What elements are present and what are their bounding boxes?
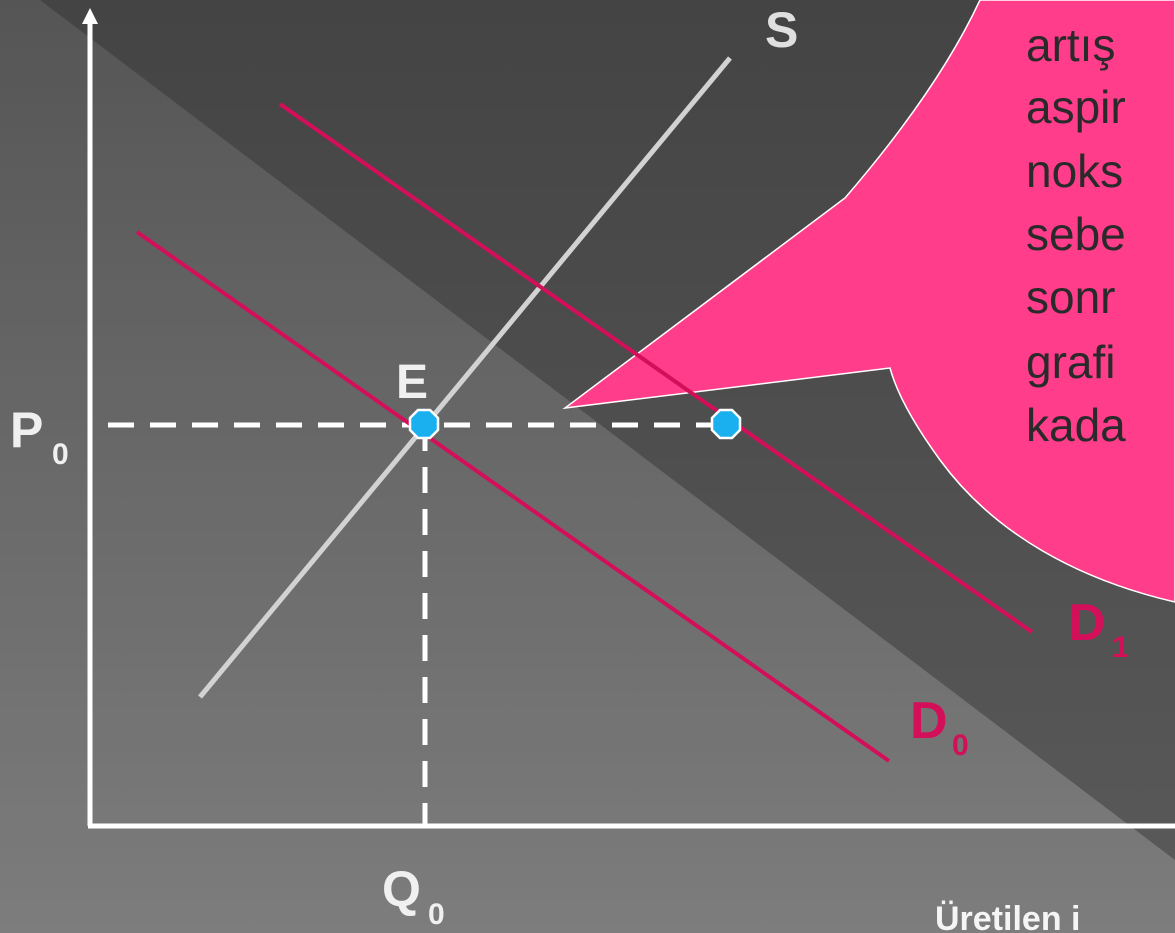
demand-curve-d1 (278, 102, 1034, 634)
callout-bubble (562, 0, 1175, 603)
quantity-label-subscript: 0 (428, 898, 445, 931)
demand-curve-d0 (135, 230, 891, 763)
demand-d0-label-subscript: 0 (952, 729, 969, 762)
price-label: P (10, 402, 43, 458)
demand-d0-label: D (910, 692, 948, 750)
demand-d1-label-subscript: 1 (1112, 631, 1129, 664)
y-axis-arrow (82, 8, 98, 24)
demand-d1-label: D (1068, 594, 1106, 652)
equilibrium-label: E (396, 356, 428, 409)
callout-line: kada (1026, 399, 1126, 451)
shifted-demand-point (710, 408, 742, 440)
quantity-label: Q (382, 861, 421, 917)
price-label-subscript: 0 (52, 438, 69, 471)
callout-line: artış (1026, 19, 1115, 71)
callout-line: sonr (1026, 271, 1115, 323)
callout-line: sebe (1026, 208, 1126, 260)
callout-line: noks (1026, 145, 1123, 197)
supply-curve (198, 56, 732, 699)
x-axis-label: Üretilen i (935, 900, 1080, 933)
callout-line: grafi (1026, 336, 1115, 388)
equilibrium-point (408, 408, 440, 440)
callout-line: aspir (1026, 81, 1126, 133)
supply-label: S (765, 2, 798, 58)
